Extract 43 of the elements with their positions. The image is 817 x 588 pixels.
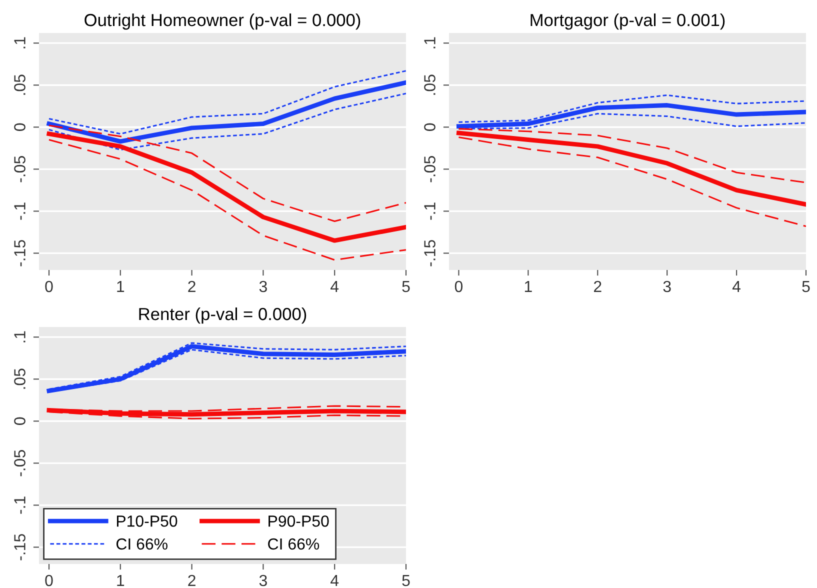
legend-label: CI 66% [116,538,168,550]
y-tick-label: -.05 [14,450,26,476]
x-tick-label: 0 [454,280,463,292]
x-tick-label: 3 [259,574,267,586]
x-tick-label: 5 [802,281,810,292]
x-tick-label: 1 [117,575,124,586]
chart-title: Outright Homeowner (p-val = 0.000) [84,13,360,30]
legend-label: P10-P50 [116,515,178,527]
y-tick-label: -.05 [14,156,26,182]
x-tick-label: 2 [188,574,196,586]
legend-label: CI 66% [268,538,320,550]
x-tick-label: 1 [524,281,532,292]
x-tick-label: 3 [259,280,267,292]
y-tick-label: .1 [14,37,26,48]
y-tick-label: -.1 [14,496,26,514]
x-tick-label: 3 [663,280,671,292]
y-tick-label: 0 [14,123,26,131]
x-tick-label: 1 [117,281,124,292]
y-tick-label: -.1 [424,202,436,220]
y-tick-label: .05 [14,368,26,389]
y-tick-label: .1 [14,331,26,342]
y-tick-label: -.15 [14,534,26,560]
chart-title: Mortgagor (p-val = 0.001) [530,13,725,30]
y-tick-label: .1 [424,37,436,48]
x-tick-label: 5 [402,281,410,292]
y-tick-label: -.05 [424,156,436,182]
y-tick-label: -.15 [424,240,436,266]
x-tick-label: 2 [594,280,602,292]
y-tick-label: .05 [424,74,436,95]
legend-label: P90-P50 [268,515,329,527]
chart-title: Renter (p-val = 0.000) [139,307,306,324]
x-tick-label: 0 [45,280,53,292]
x-tick-label: 4 [330,575,339,586]
y-tick-label: .05 [14,74,26,95]
x-tick-label: 4 [330,281,339,292]
x-tick-label: 0 [45,574,53,586]
y-tick-label: -.1 [14,202,26,220]
y-tick-label: 0 [14,417,26,425]
y-tick-label: 0 [424,123,436,131]
y-tick-label: -.15 [14,240,26,266]
x-tick-label: 2 [188,280,196,292]
x-tick-label: 5 [402,575,410,586]
x-tick-label: 4 [732,281,741,292]
